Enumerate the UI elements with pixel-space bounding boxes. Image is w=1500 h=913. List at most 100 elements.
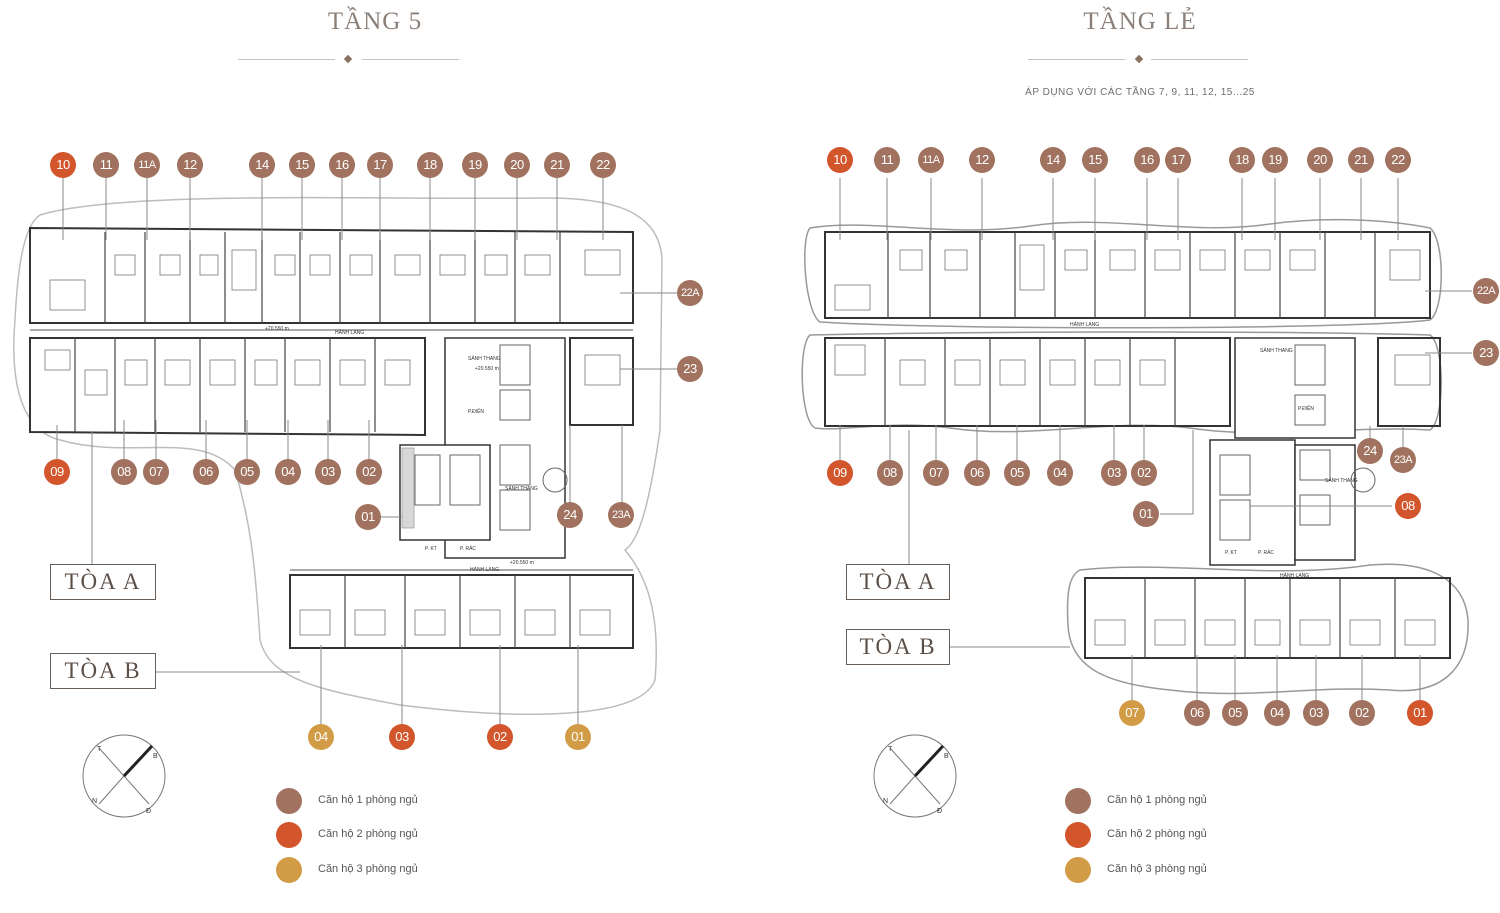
legend-dot	[1065, 822, 1091, 848]
corridor-label-a: HÀNH LANG	[1070, 321, 1099, 328]
unit-badge-a-15[interactable]: 15	[289, 152, 315, 178]
unit-badge-a-21[interactable]: 21	[1348, 147, 1374, 173]
unit-badge-a-17[interactable]: 17	[367, 152, 393, 178]
unit-badge-a-18[interactable]: 18	[1229, 147, 1255, 173]
unit-badge-a-18[interactable]: 18	[417, 152, 443, 178]
unit-badge-a-23a[interactable]: 23A	[1390, 447, 1416, 473]
unit-badge-a-10[interactable]: 10	[50, 152, 76, 178]
unit-badge-a-09[interactable]: 09	[44, 459, 70, 485]
compass-b: B	[944, 753, 949, 760]
unit-badge-a-19[interactable]: 19	[462, 152, 488, 178]
unit-badge-b-04[interactable]: 04	[308, 724, 334, 750]
unit-badge-a-22[interactable]: 22	[1385, 147, 1411, 173]
compass-icon: T B N Đ	[873, 734, 957, 818]
unit-badge-a-21[interactable]: 21	[544, 152, 570, 178]
unit-badge-a-08-core[interactable]: 08	[1395, 493, 1421, 519]
unit-badge-b-03[interactable]: 03	[389, 724, 415, 750]
legend-label: Căn hộ 3 phòng ngủ	[318, 863, 418, 875]
unit-badge-a-05[interactable]: 05	[234, 459, 260, 485]
legend-label: Căn hộ 1 phòng ngủ	[318, 794, 418, 806]
unit-badge-a-08[interactable]: 08	[111, 459, 137, 485]
unit-badge-a-01[interactable]: 01	[355, 504, 381, 530]
unit-badge-a-08[interactable]: 08	[877, 460, 903, 486]
elevation-1: +20.550 m	[265, 326, 289, 332]
unit-badge-a-24[interactable]: 24	[557, 502, 583, 528]
unit-badge-b-01[interactable]: 01	[565, 724, 591, 750]
legend-dot	[1065, 857, 1091, 883]
unit-badge-a-16[interactable]: 16	[1134, 147, 1160, 173]
unit-badge-a-11a[interactable]: 11A	[918, 147, 944, 173]
floor-5-panel: TẦNG 5	[13, 8, 703, 883]
unit-badge-a-06[interactable]: 06	[193, 459, 219, 485]
unit-badge-a-14[interactable]: 14	[249, 152, 275, 178]
tower-a-label: TÒA A	[846, 564, 950, 600]
unit-badge-b-01[interactable]: 01	[1407, 700, 1433, 726]
unit-badge-a-20[interactable]: 20	[504, 152, 530, 178]
unit-badge-a-03[interactable]: 03	[315, 459, 341, 485]
unit-badge-a-10[interactable]: 10	[827, 147, 853, 173]
unit-badge-a-04[interactable]: 04	[1047, 460, 1073, 486]
compass-d: Đ	[146, 808, 151, 815]
unit-badge-a-12[interactable]: 12	[969, 147, 995, 173]
unit-badge-a-16[interactable]: 16	[329, 152, 355, 178]
tower-b-wing	[1066, 563, 1469, 695]
unit-badge-a-02[interactable]: 02	[356, 459, 382, 485]
unit-badge-a-09[interactable]: 09	[827, 460, 853, 486]
title-rule-left	[1028, 59, 1125, 60]
legend-label: Căn hộ 1 phòng ngủ	[1107, 794, 1207, 806]
corridor-label-b: HÀNH LANG	[1280, 572, 1309, 579]
floor-plan-odd: HÀNH LANG HÀNH LANG SẢNH THANG SẢNH THAN…	[801, 178, 1472, 700]
unit-badge-a-07[interactable]: 07	[923, 460, 949, 486]
legend-dot	[276, 788, 302, 814]
unit-badge-a-23[interactable]: 23	[677, 356, 703, 382]
unit-badge-a-11a[interactable]: 11A	[134, 152, 160, 178]
unit-badge-a-23[interactable]: 23	[1473, 340, 1499, 366]
unit-badge-a-05[interactable]: 05	[1004, 460, 1030, 486]
unit-badge-b-07[interactable]: 07	[1119, 700, 1145, 726]
unit-badge-a-19[interactable]: 19	[1262, 147, 1288, 173]
unit-badge-b-05[interactable]: 05	[1222, 700, 1248, 726]
legend-dot	[276, 857, 302, 883]
compass-n: N	[883, 798, 888, 805]
compass-d: Đ	[937, 808, 942, 815]
unit-badge-a-20[interactable]: 20	[1307, 147, 1333, 173]
unit-badge-a-14[interactable]: 14	[1040, 147, 1066, 173]
unit-badge-a-07[interactable]: 07	[143, 459, 169, 485]
unit-badge-a-12[interactable]: 12	[177, 152, 203, 178]
unit-badge-b-04[interactable]: 04	[1264, 700, 1290, 726]
dien-room-label: P.ĐIỆN	[1298, 404, 1314, 412]
lift-lobby-label-2: SẢNH THANG	[505, 485, 538, 492]
lift-lobby-label: SẢNH THANG	[468, 355, 501, 362]
lift-lobby-label: SẢNH THANG	[1260, 347, 1293, 354]
compass-b: B	[153, 753, 158, 760]
unit-badge-b-02[interactable]: 02	[1349, 700, 1375, 726]
unit-badge-a-22[interactable]: 22	[590, 152, 616, 178]
compass-icon: T B N Đ	[82, 734, 166, 818]
elevation-3: +20.550 m	[510, 560, 534, 566]
legend-dot	[276, 822, 302, 848]
unit-badge-a-15[interactable]: 15	[1082, 147, 1108, 173]
unit-badge-b-03[interactable]: 03	[1303, 700, 1329, 726]
unit-badge-a-01[interactable]: 01	[1133, 501, 1159, 527]
unit-badge-a-03[interactable]: 03	[1101, 460, 1127, 486]
unit-badge-a-04[interactable]: 04	[275, 459, 301, 485]
unit-badge-a-22a[interactable]: 22A	[1473, 278, 1499, 304]
unit-badge-a-22a[interactable]: 22A	[677, 280, 703, 306]
title-rule-left	[238, 59, 335, 60]
unit-badge-a-24[interactable]: 24	[1357, 438, 1383, 464]
unit-badge-b-02[interactable]: 02	[487, 724, 513, 750]
unit-badge-a-06[interactable]: 06	[964, 460, 990, 486]
corridor-label-b: HÀNH LANG	[470, 566, 499, 573]
tower-a-right-wing	[569, 337, 634, 426]
elevation-2: +20.550 m	[475, 366, 499, 372]
unit-badge-a-17[interactable]: 17	[1165, 147, 1191, 173]
unit-badge-a-02[interactable]: 02	[1131, 460, 1157, 486]
compass-t: T	[97, 746, 102, 753]
tower-a-label: TÒA A	[50, 564, 156, 600]
rac-room-label: P. RÁC	[460, 545, 476, 552]
unit-badge-b-06[interactable]: 06	[1184, 700, 1210, 726]
unit-badge-a-11[interactable]: 11	[874, 147, 900, 173]
floor-subtitle: ÁP DỤNG VỚI CÁC TẦNG 7, 9, 11, 12, 15...…	[1025, 87, 1255, 98]
unit-badge-a-23a[interactable]: 23A	[608, 502, 634, 528]
unit-badge-a-11[interactable]: 11	[93, 152, 119, 178]
